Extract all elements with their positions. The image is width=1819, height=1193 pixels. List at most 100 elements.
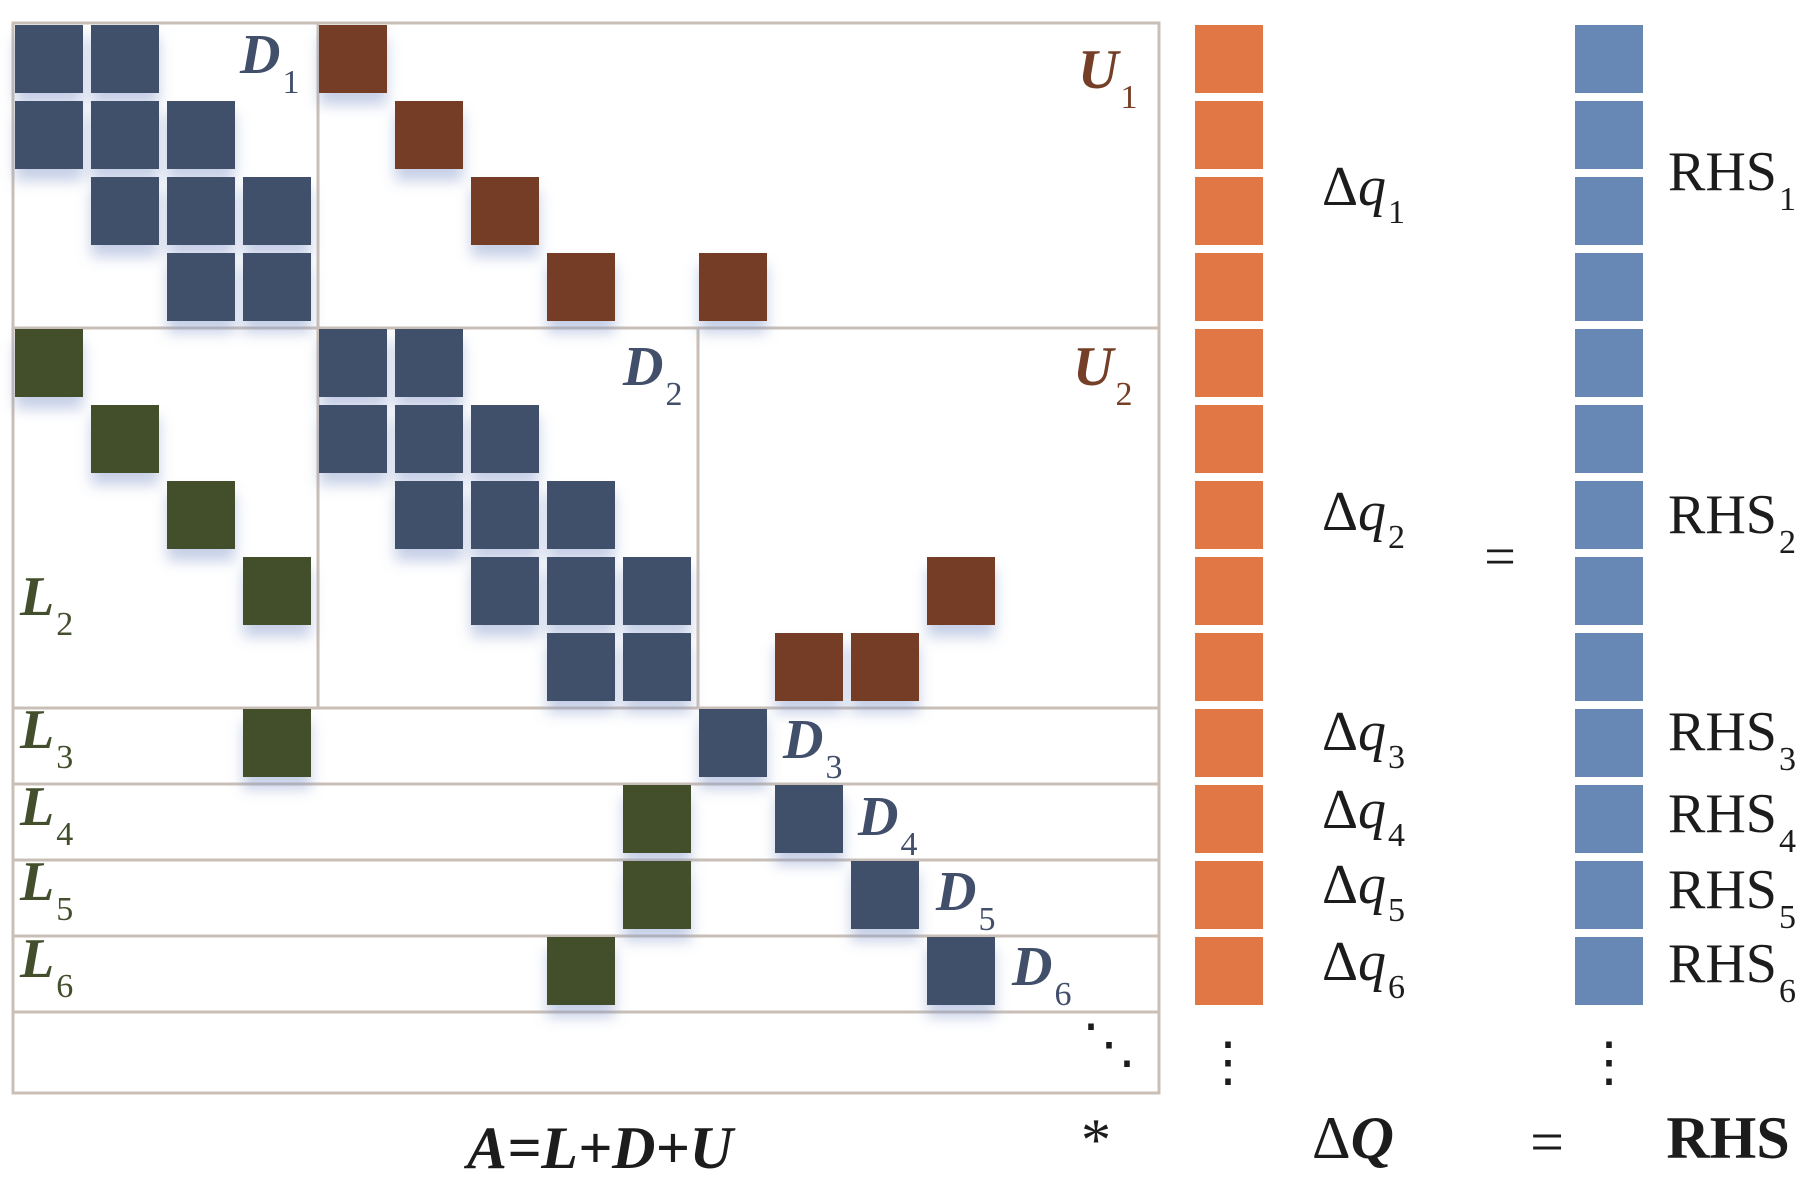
equation-row: A=L+D+U * ΔQ = RHS (463, 1105, 1790, 1181)
diagonal-cell (471, 405, 539, 473)
rhs-cell (1575, 481, 1643, 549)
rhs-label-6: RHS6 (1668, 933, 1796, 1010)
diagonal-cell (167, 101, 235, 169)
delta-q-cell (1195, 405, 1263, 473)
rhs-label-1: RHS1 (1668, 141, 1796, 218)
rhs-cell (1575, 329, 1643, 397)
lower-cell (623, 785, 691, 853)
label-D4: D4 (857, 786, 917, 863)
upper-cell (775, 633, 843, 701)
diagonal-cell (395, 481, 463, 549)
upper-cell (395, 101, 463, 169)
rhs-continuation-dots: ⋮ (1582, 1032, 1636, 1092)
diagonal-cell (775, 785, 843, 853)
label-D3: D3 (782, 709, 842, 786)
diagonal-cell (243, 253, 311, 321)
diagonal-cell (15, 25, 83, 93)
upper-cell (927, 557, 995, 625)
diagonal-block-cells (15, 25, 995, 1005)
lower-cell (15, 329, 83, 397)
delta-q-cell (1195, 253, 1263, 321)
rhs-cell (1575, 253, 1643, 321)
rhs-cell (1575, 861, 1643, 929)
matrix-grid (11, 21, 1161, 1095)
upper-cell (851, 633, 919, 701)
rhs-cell (1575, 785, 1643, 853)
delta-q-cell (1195, 785, 1263, 853)
rhs-vector (1575, 25, 1643, 1005)
lower-cell (167, 481, 235, 549)
diagonal-cell (319, 405, 387, 473)
label-L5: L5 (19, 851, 73, 928)
upper-cell (699, 253, 767, 321)
matrix-block-labels: D1 U1 D2 U2 L2 L3 D3 L4 D4 L5 D5 L6 D6 (19, 24, 1137, 1013)
lower-block-cells (15, 329, 691, 1005)
rhs-cell (1575, 101, 1643, 169)
upper-cell (319, 25, 387, 93)
label-L6: L6 (19, 928, 73, 1005)
rhs-label-4: RHS4 (1668, 783, 1796, 860)
diagonal-cell (91, 101, 159, 169)
delta-q-cell (1195, 329, 1263, 397)
diagonal-cell (851, 861, 919, 929)
rhs-labels: RHS1 RHS2 RHS3 RHS4 RHS5 RHS6 (1668, 141, 1796, 1010)
diagonal-cell (167, 253, 235, 321)
diagonal-cell (471, 557, 539, 625)
delta-q-label-2: Δq2 (1322, 481, 1405, 556)
delta-q-cell (1195, 177, 1263, 245)
label-U2: U2 (1073, 336, 1132, 413)
delta-q-cell (1195, 557, 1263, 625)
diagonal-cell (243, 177, 311, 245)
diagonal-cell (623, 557, 691, 625)
lower-cell (547, 937, 615, 1005)
delta-q-label-3: Δq3 (1322, 701, 1405, 776)
diagonal-cell (15, 101, 83, 169)
label-D5: D5 (935, 861, 995, 938)
equals-sign-bottom: = (1530, 1109, 1564, 1175)
delta-q-vector (1195, 25, 1263, 1005)
matrix-continuation-dots: ⋱ (1082, 1014, 1136, 1074)
multiply-sign: * (1081, 1107, 1111, 1173)
label-L3: L3 (19, 699, 73, 776)
delta-q-cell (1195, 101, 1263, 169)
diagonal-cell (623, 633, 691, 701)
delta-q-cell (1195, 861, 1263, 929)
diagonal-cell (91, 25, 159, 93)
delta-q-cell (1195, 709, 1263, 777)
rhs-label-5: RHS5 (1668, 859, 1796, 936)
rhs-cell (1575, 405, 1643, 473)
delta-q-caption: ΔQ (1312, 1105, 1394, 1171)
matrix-caption: A=L+D+U (463, 1115, 736, 1181)
label-D6: D6 (1011, 936, 1071, 1013)
equals-sign-middle: = (1484, 526, 1516, 588)
diagonal-cell (547, 633, 615, 701)
lower-cell (243, 557, 311, 625)
diagonal-cell (927, 937, 995, 1005)
rhs-cell (1575, 177, 1643, 245)
rhs-cell (1575, 25, 1643, 93)
diagonal-cell (167, 177, 235, 245)
diagonal-cell (471, 481, 539, 549)
upper-block-cells (319, 25, 995, 701)
delta-q-cell (1195, 633, 1263, 701)
delta-q-label-4: Δq4 (1322, 779, 1405, 854)
delta-q-label-1: Δq1 (1322, 156, 1405, 231)
lower-cell (243, 709, 311, 777)
delta-q-label-6: Δq6 (1322, 931, 1405, 1006)
lower-cell (91, 405, 159, 473)
label-L4: L4 (19, 776, 73, 853)
rhs-cell (1575, 633, 1643, 701)
matrix-outline (11, 21, 1161, 1095)
diagonal-cell (319, 329, 387, 397)
rhs-cell (1575, 557, 1643, 625)
rhs-cell (1575, 937, 1643, 1005)
rhs-caption: RHS (1666, 1105, 1789, 1171)
label-L2: L2 (19, 566, 73, 643)
delta-q-cell (1195, 937, 1263, 1005)
diagonal-cell (699, 709, 767, 777)
diagonal-cell (547, 481, 615, 549)
label-D1: D1 (239, 24, 299, 101)
diagonal-cell (91, 177, 159, 245)
